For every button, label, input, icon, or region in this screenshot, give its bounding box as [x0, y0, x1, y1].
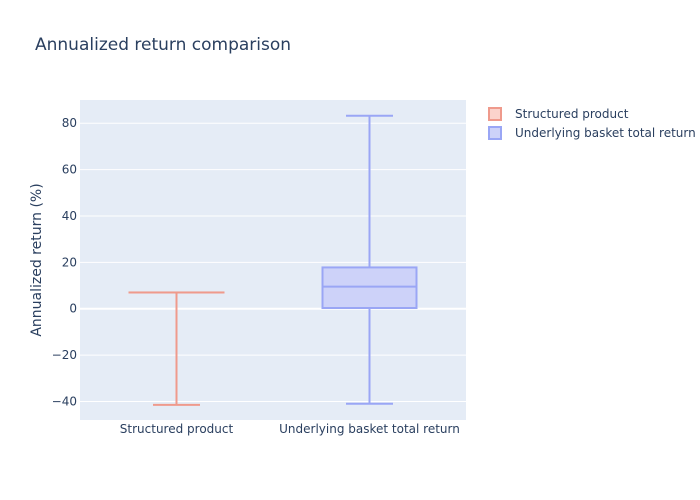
x-tick-label: Structured product — [120, 422, 234, 436]
legend-item[interactable]: Structured product — [488, 107, 629, 121]
x-tick-label: Underlying basket total return — [279, 422, 460, 436]
box-plot — [128, 291, 225, 406]
y-tick-label: −20 — [52, 348, 77, 362]
chart-title: Annualized return comparison — [35, 35, 291, 55]
legend-swatch — [488, 126, 502, 140]
legend[interactable]: Structured product Underlying basket tota… — [488, 107, 696, 140]
x-axis-ticks: Structured product Underlying basket tota… — [120, 422, 460, 436]
y-tick-label: 80 — [62, 116, 77, 130]
legend-swatch — [488, 107, 502, 121]
box-plots — [128, 114, 418, 406]
y-tick-label: 40 — [62, 209, 77, 223]
legend-item[interactable]: Underlying basket total return — [488, 126, 696, 140]
y-tick-label: 60 — [62, 163, 77, 177]
box-plot — [321, 114, 418, 405]
grid-lines — [80, 122, 466, 402]
y-axis-ticks: 80 60 40 20 0 −20 −40 — [52, 116, 77, 408]
y-tick-label: 20 — [62, 255, 77, 269]
box-iqr — [321, 266, 418, 309]
y-axis-title: Annualized return (%) — [29, 183, 45, 336]
plot-area — [80, 100, 466, 420]
y-tick-label: 0 — [69, 302, 77, 316]
legend-label: Structured product — [515, 107, 629, 121]
legend-label: Underlying basket total return — [515, 126, 696, 140]
y-tick-label: −40 — [52, 394, 77, 408]
